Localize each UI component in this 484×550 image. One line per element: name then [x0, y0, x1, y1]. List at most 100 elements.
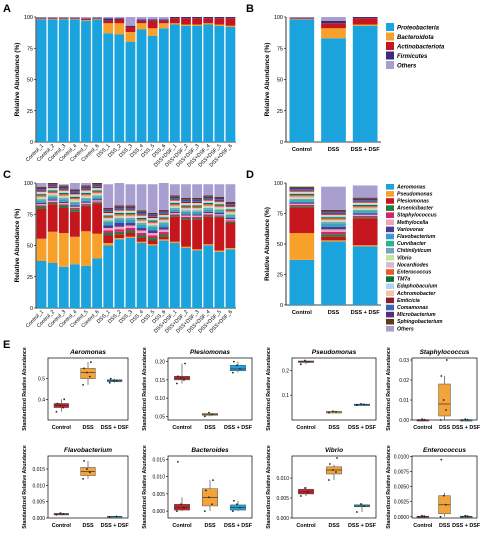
bar-segment — [114, 226, 125, 230]
bar-segment — [214, 211, 225, 213]
bar-segment — [158, 227, 169, 230]
bar-segment — [203, 18, 214, 24]
bar-segment — [58, 188, 69, 190]
legend-swatch — [386, 198, 394, 204]
bar-segment — [81, 189, 91, 191]
bar-segment — [352, 215, 378, 218]
y-tick-label: 0.005 — [276, 496, 289, 502]
bar-segment — [81, 186, 91, 188]
bar-segment — [81, 20, 91, 21]
bar-segment — [103, 213, 114, 215]
bar-segment — [103, 210, 114, 212]
x-tick-label: Control — [292, 310, 312, 316]
bar-segment — [58, 196, 69, 198]
data-point — [445, 409, 447, 411]
bar-segment — [225, 215, 236, 217]
bar-segment — [321, 213, 346, 215]
bar-segment — [47, 200, 58, 202]
bar-segment — [114, 23, 125, 35]
plot-title: Aeromonas — [69, 349, 106, 356]
bar-segment — [181, 198, 191, 200]
bar-segment — [47, 198, 58, 200]
bar-segment — [170, 196, 180, 198]
plot-frame — [411, 455, 478, 519]
bar-segment — [214, 184, 225, 197]
bar-segment — [36, 238, 47, 261]
bar-segment — [352, 201, 378, 203]
bar-segment — [47, 188, 58, 190]
bar-segment — [289, 191, 315, 193]
bar-segment — [181, 18, 191, 25]
bar-segment — [170, 184, 180, 196]
bar-segment — [58, 201, 69, 203]
bar-segment — [92, 202, 102, 205]
bar-segment — [47, 231, 58, 263]
data-point — [355, 404, 358, 407]
bar-segment — [114, 183, 125, 206]
bar-segment — [103, 219, 114, 221]
bar-segment — [321, 220, 346, 223]
y-tick-label: 25 — [27, 109, 33, 115]
bar-segment — [225, 18, 236, 26]
plot-title: Flavobacterium — [64, 447, 112, 454]
bar-segment — [81, 205, 91, 207]
data-point — [212, 479, 214, 482]
bar-segment — [214, 17, 225, 19]
bar-segment — [192, 214, 202, 216]
bar-segment — [58, 18, 69, 20]
bar-segment — [147, 230, 158, 233]
bar-segment — [136, 23, 147, 30]
bar-segment — [70, 190, 80, 192]
data-point — [417, 515, 420, 518]
bar-segment — [158, 224, 169, 228]
bar-segment — [103, 230, 114, 233]
bar-segment — [47, 186, 58, 188]
data-point — [307, 360, 309, 363]
bar-segment — [289, 18, 315, 19]
bar-segment — [47, 189, 58, 191]
data-point — [417, 419, 420, 421]
bar-segment — [158, 216, 169, 218]
bar-segment — [321, 28, 346, 39]
bar-segment — [114, 17, 125, 19]
bar-segment — [58, 19, 69, 142]
data-point — [236, 364, 238, 367]
bar-segment — [170, 211, 180, 213]
bar-segment — [203, 200, 214, 202]
bar-segment — [125, 213, 136, 215]
bar-segment — [203, 198, 214, 200]
plot-title: Enterococcus — [423, 447, 466, 454]
data-point — [56, 402, 59, 405]
bar-segment — [147, 233, 158, 236]
y-tick-label: 25 — [27, 275, 33, 281]
bar-segment — [70, 17, 80, 18]
bar-segment — [225, 25, 236, 27]
legend-label: TM7a — [397, 277, 410, 283]
bar-segment — [158, 223, 169, 225]
bar-segment — [81, 190, 91, 192]
bar-segment — [92, 258, 102, 308]
panel-letter-D: D — [246, 169, 254, 181]
y-tick-label: 0.20 — [155, 360, 165, 366]
y-tick-label: 0.1 — [282, 393, 289, 399]
data-point — [175, 382, 178, 385]
legend-label: Proteobacteria — [397, 26, 440, 32]
bar-segment — [321, 20, 346, 24]
bar-segment — [136, 19, 147, 21]
bar-segment — [36, 206, 47, 209]
y-tick-label: 50 — [277, 78, 283, 84]
data-point — [183, 506, 185, 509]
bar-segment — [170, 213, 180, 215]
bar-segment — [289, 206, 315, 208]
bar-segment — [321, 215, 346, 218]
bar-segment — [103, 216, 114, 218]
bar-segment — [114, 210, 125, 212]
bar-segment — [92, 183, 102, 185]
x-tick-label: DSS — [328, 425, 339, 431]
bar-segment — [147, 216, 158, 218]
legend-swatch — [386, 304, 394, 311]
bar-segment — [92, 18, 102, 20]
legend-label: Methylocella — [397, 220, 428, 226]
bar-segment — [352, 211, 378, 213]
